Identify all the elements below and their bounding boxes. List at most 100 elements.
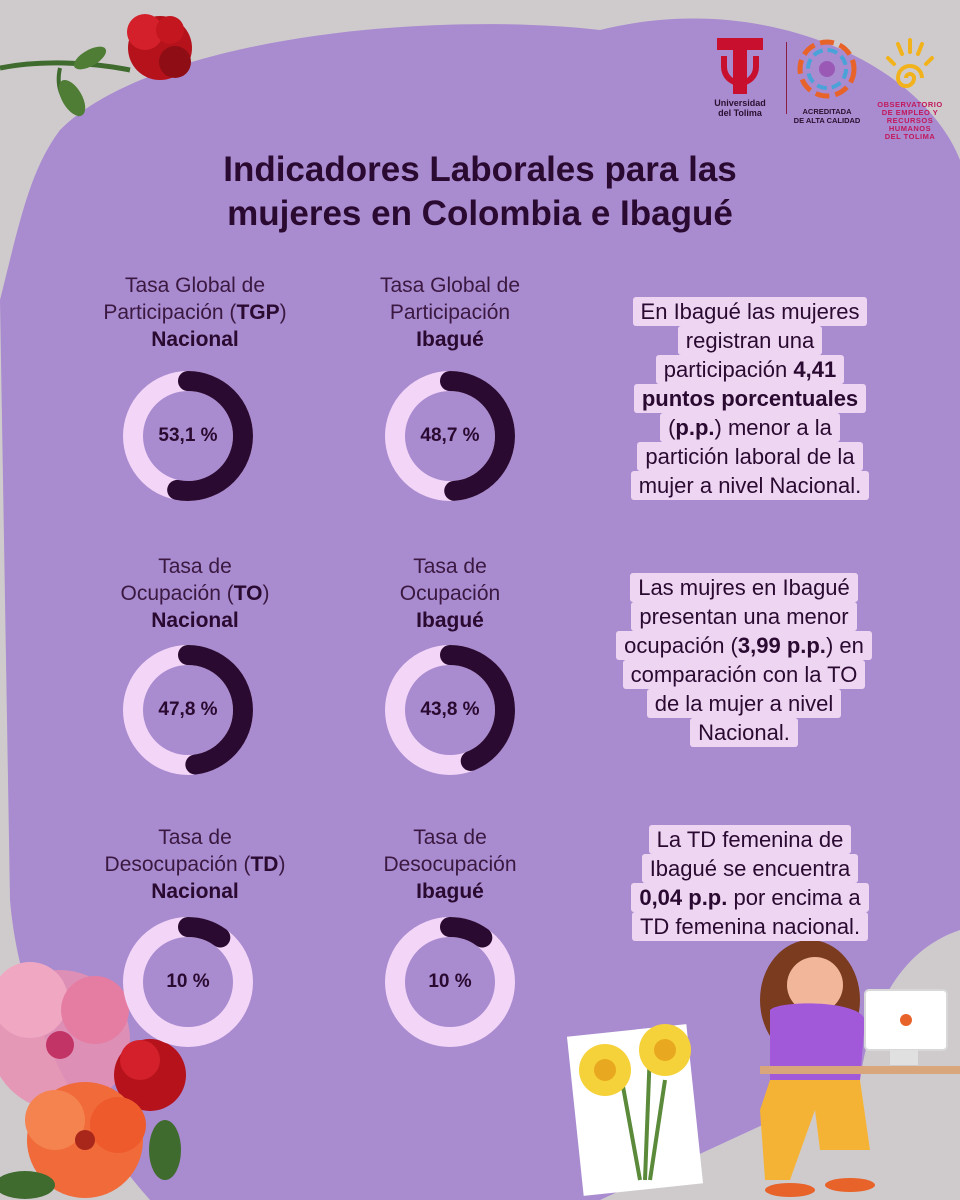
note-line: ocupación (3,99 p.p.) en — [616, 631, 872, 660]
indicator-label: Tasa de Ocupación Ibagué — [320, 553, 580, 634]
note-text-block: Las mujres en Ibagué presentan una menor o… — [566, 573, 922, 748]
sun-spiral-icon — [886, 38, 934, 88]
daffodil-flowers-icon — [566, 1024, 704, 1196]
note-text: mujer a nivel Nacional. — [638, 473, 862, 498]
donut-chart: 53,1 % — [118, 366, 258, 506]
indicator-label-line: Tasa de — [158, 826, 232, 849]
note-text: ocupación ( — [624, 633, 738, 658]
carnation-flower-icon — [0, 14, 192, 117]
note-line: comparación con la TO — [622, 660, 866, 689]
donut-value-arc — [385, 371, 515, 501]
donut-chart: 47,8 % — [118, 640, 258, 780]
observatorio-logo: OBSERVATORIO DE EMPLEO Y RECURSOS HUMANO… — [868, 38, 952, 141]
note-line: Nacional. — [690, 718, 798, 747]
note-text: La TD femenina de — [656, 827, 844, 852]
donut-svg — [385, 371, 515, 501]
indicator-label-text: Participación — [389, 301, 511, 324]
indicator-scope: Nacional — [151, 328, 239, 351]
note-text: Nacional. — [698, 720, 790, 745]
indicator-abbreviation: TO — [233, 582, 263, 605]
donut-svg — [385, 645, 515, 775]
note-text: ( — [668, 415, 676, 440]
indicator-label-line: Ocupación (TO) — [65, 580, 325, 607]
indicator-abbreviation: TGP — [236, 301, 280, 324]
note-line: Ibagué se encuentra — [641, 854, 859, 883]
note-line-row: Las mujres en Ibagué — [566, 573, 922, 602]
indicator-label: Tasa de Desocupación (TD) Nacional — [65, 824, 325, 905]
indicator-label-text: Desocupación — [383, 853, 517, 876]
ut-mark-icon — [717, 38, 763, 94]
hibiscus-flowers-icon — [0, 962, 186, 1199]
indicator-label-line: Tasa Global de — [379, 274, 521, 297]
note-emphasis: 3,99 p.p. — [737, 633, 826, 658]
note-text: partición laboral de la — [645, 444, 855, 469]
note-line: TD femenina nacional. — [631, 912, 869, 941]
note-emphasis: 0,04 p.p. — [639, 885, 728, 910]
donut-value-label: 47,8 % — [158, 699, 218, 720]
note-text: ) menor a la — [714, 415, 832, 440]
acreditada-logo: ACREDITADA DE ALTA CALIDAD — [792, 38, 862, 128]
note-line-row: registran una — [592, 326, 908, 355]
note-line-row: mujer a nivel Nacional. — [592, 471, 908, 500]
donut-value-label: 10 % — [166, 971, 210, 992]
note-line-row: de la mujer a nivel — [566, 689, 922, 718]
indicator-label-text: Ocupación ( — [120, 582, 234, 605]
donut-value-arc — [123, 917, 253, 1047]
indicator-scope: Nacional — [151, 609, 239, 632]
note-line-row: En Ibagué las mujeres — [592, 297, 908, 326]
indicator-label-line: Tasa Global de — [124, 274, 266, 297]
donut-value-label: 43,8 % — [420, 699, 480, 720]
note-line: de la mujer a nivel — [646, 689, 842, 718]
indicator-label-line: Tasa de — [413, 555, 487, 578]
indicator-label-line: Tasa de — [413, 826, 487, 849]
indicator-label-line: Desocupación (TD) — [65, 851, 325, 878]
page-title: Indicadores Laborales para las mujeres e… — [223, 150, 737, 233]
note-line-row: (p.p.) menor a la — [592, 413, 908, 442]
donut-chart: 43,8 % — [380, 640, 520, 780]
donut-value-label: 10 % — [428, 971, 472, 992]
note-text: Las mujres en Ibagué — [638, 575, 850, 600]
note-line: Las mujres en Ibagué — [630, 573, 858, 602]
indicator-label: Tasa Global de Participación (TGP) Naciona… — [65, 272, 325, 353]
donut-svg — [123, 917, 253, 1047]
note-emphasis: puntos porcentuales — [641, 386, 859, 411]
note-line: (p.p.) menor a la — [660, 413, 840, 442]
note-line: registran una — [677, 326, 823, 355]
indicator-abbreviation: TD — [250, 853, 279, 876]
note-line-row: partición laboral de la — [592, 442, 908, 471]
universidad-del-tolima-logo: Universidad del Tolima — [700, 38, 780, 128]
accreditation-circle-icon — [797, 39, 857, 99]
indicator-label-line: Participación — [320, 299, 580, 326]
donut-value-label: 48,7 % — [420, 425, 480, 446]
note-line: partición laboral de la — [637, 442, 863, 471]
note-text: Ibagué se encuentra — [649, 856, 851, 881]
indicator-label-text: ) — [278, 853, 286, 876]
indicator-label-text: ) — [262, 582, 270, 605]
indicator-label: Tasa de Desocupación Ibagué — [320, 824, 580, 905]
donut-value-arc — [123, 645, 253, 775]
note-text: participación — [663, 357, 794, 382]
indicator-scope: Ibagué — [416, 328, 484, 351]
note-line-row: presentan una menor — [566, 602, 922, 631]
donut-chart: 48,7 % — [380, 366, 520, 506]
note-line: En Ibagué las mujeres — [632, 297, 868, 326]
donut-chart: 10 % — [118, 912, 258, 1052]
indicator-label-text: Participación ( — [103, 301, 237, 324]
note-line-row: ocupación (3,99 p.p.) en — [566, 631, 922, 660]
note-emphasis: 4,41 — [793, 357, 837, 382]
note-line: 0,04 p.p. por encima a — [631, 883, 869, 912]
note-text: registran una — [685, 328, 815, 353]
donut-value-arc — [123, 371, 253, 501]
indicator-scope: Nacional — [151, 880, 239, 903]
indicator-label-text: ) — [279, 301, 287, 324]
note-line: mujer a nivel Nacional. — [630, 471, 870, 500]
note-line-row: 0,04 p.p. por encima a — [592, 883, 908, 912]
observatorio-logo-text: OBSERVATORIO DE EMPLEO Y RECURSOS HUMANO… — [877, 100, 943, 141]
note-text: TD femenina nacional. — [639, 914, 861, 939]
note-text: En Ibagué las mujeres — [640, 299, 860, 324]
indicator-label: Tasa Global de Participación Ibagué — [320, 272, 580, 353]
indicator-label: Tasa de Ocupación (TO) Nacional — [65, 553, 325, 634]
donut-svg — [123, 371, 253, 501]
donut-value-arc — [385, 645, 515, 775]
note-text-block: La TD femenina de Ibagué se encuentra 0,04… — [592, 825, 908, 942]
